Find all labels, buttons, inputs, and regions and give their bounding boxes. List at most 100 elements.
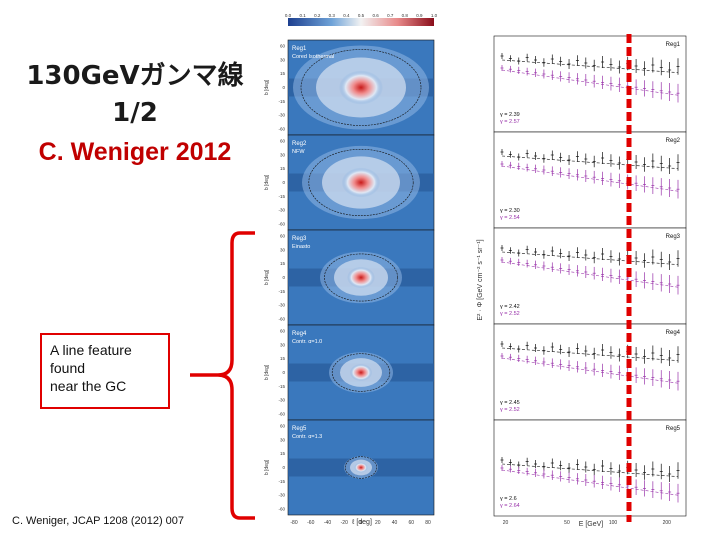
map-y-tick-label: 60: [280, 44, 286, 49]
spectrum-gamma-label: γ = 2.45: [500, 400, 520, 406]
map-y-tick-label: 30: [280, 152, 286, 157]
callout-line: found: [50, 360, 86, 376]
map-x-tick-label: -40: [324, 520, 331, 526]
map-y-tick-label: 15: [280, 71, 286, 76]
map-y-tick-label: -30: [278, 303, 285, 308]
map-y-tick-label: -30: [278, 493, 285, 498]
sky-map-panel: Reg4 Contr. α=1.0 60 30 15 0 -15 -30 -60 b [deg]: [264, 324, 435, 421]
line-130gev-marker: [626, 34, 632, 522]
sky-map-panel: Reg1 Cored Isothermal 60 30 15 0 -15 -30 -60 b [d…: [264, 39, 435, 136]
map-y-tick-label: -15: [278, 194, 285, 199]
map-y-tick-label: -30: [278, 208, 285, 213]
callout-line: near the GC: [50, 378, 127, 394]
map-x-tick-label: 80: [425, 520, 431, 526]
spectrum-region-label: Reg2: [666, 138, 681, 144]
colorbar-tick-label: 0.6: [372, 14, 379, 18]
colorbar-tick-label: 0.0: [285, 14, 292, 18]
sky-map-panel: Reg5 Contr. α=1.3 60 30 15 0 -15 -30 -60 b [deg]: [264, 419, 435, 516]
spectrum-gamma-label: γ = 2.64: [500, 503, 520, 509]
map-x-tick-label: -20: [341, 520, 348, 526]
map-x-axis-label: ℓ [deg]: [351, 519, 372, 526]
spectrum-x-tick-label: 200: [663, 520, 672, 526]
map-y-tick-label: -60: [278, 412, 285, 417]
spectrum-gamma-label: γ = 2.52: [500, 407, 520, 413]
spectrum-panel: Reg1 γ = 2.39γ = 2.57: [493, 35, 687, 133]
slide-title-line2: 1/2: [112, 98, 158, 128]
map-profile-label: Contr. α=1.0: [292, 339, 322, 345]
spectrum-region-label: Reg4: [666, 330, 681, 336]
map-region-label: Reg3: [292, 236, 307, 242]
colorbar-tick-label: 0.2: [314, 14, 321, 18]
spectrum-gamma-label: γ = 2.52: [500, 311, 520, 317]
slide-subtitle: C. Weniger 2012: [38, 138, 232, 166]
map-y-axis-label: b [deg]: [264, 79, 270, 95]
map-y-tick-label: 15: [280, 451, 286, 456]
map-y-tick-label: 0: [282, 180, 285, 185]
spectrum-x-tick-label: 20: [503, 520, 509, 526]
map-y-tick-label: 30: [280, 247, 286, 252]
map-y-axis-label: b [deg]: [264, 269, 270, 285]
map-y-tick-label: -60: [278, 222, 285, 227]
colorbar-tick-label: 0.8: [402, 14, 409, 18]
spectrum-gamma-label: γ = 2.42: [500, 304, 520, 310]
map-profile-label: NFW: [292, 149, 305, 155]
spectrum-region-label: Reg1: [666, 42, 681, 48]
spectra-y-axis-label: E² · Φ [GeV cm⁻² s⁻¹ sr⁻¹]: [477, 239, 484, 320]
spectrum-gamma-label: γ = 2.30: [500, 208, 520, 214]
map-y-tick-label: 30: [280, 437, 286, 442]
spectrum-panel: Reg5 γ = 2.6γ = 2.64: [493, 419, 687, 517]
map-y-tick-label: -60: [278, 507, 285, 512]
spectrum-gamma-label: γ = 2.57: [500, 119, 520, 125]
colorbar-tick-label: 0.3: [329, 14, 336, 18]
spectrum-region-label: Reg3: [666, 234, 681, 240]
map-y-tick-label: 60: [280, 234, 286, 239]
colorbar: [288, 18, 434, 26]
colorbar-tick-label: 1.0: [431, 14, 438, 18]
callout-box: A line feature found near the GC: [40, 333, 170, 409]
map-y-tick-label: -15: [278, 99, 285, 104]
map-y-tick-label: 60: [280, 329, 286, 334]
spectrum-panel: Reg2 γ = 2.30γ = 2.54: [493, 131, 687, 229]
map-y-tick-label: 15: [280, 261, 286, 266]
callout-line: A line feature: [50, 342, 132, 358]
spectrum-x-tick-label: 50: [564, 520, 570, 526]
map-y-tick-label: -15: [278, 384, 285, 389]
colorbar-tick-label: 0.9: [416, 14, 423, 18]
sky-map-panel: Reg3 Einasto 60 30 15 0 -15 -30 -60 b [deg]: [264, 229, 435, 326]
map-y-tick-label: 0: [282, 465, 285, 470]
sky-maps-figure: 0.0 0.1 0.2 0.3 0.4 0.5 0.6 0.7 0.8 0.9 1.0 Reg1 Co…: [264, 14, 438, 526]
spectrum-x-tick-label: 100: [609, 520, 618, 526]
map-y-tick-label: 15: [280, 166, 286, 171]
sky-map-panel: Reg2 NFW 60 30 15 0 -15 -30 -60 b [deg]: [264, 134, 435, 231]
map-y-tick-label: -60: [278, 127, 285, 132]
map-region-label: Reg2: [292, 141, 307, 147]
map-y-tick-label: -30: [278, 113, 285, 118]
map-y-tick-label: 0: [282, 275, 285, 280]
spectra-x-axis-label: E [GeV]: [579, 521, 604, 528]
map-y-tick-label: 0: [282, 85, 285, 90]
colorbar-tick-label: 0.1: [299, 14, 306, 18]
map-y-tick-label: 30: [280, 342, 286, 347]
map-region-label: Reg5: [292, 426, 307, 432]
map-profile-label: Einasto: [292, 244, 310, 250]
curly-bracket: [190, 231, 255, 520]
colorbar-tick-label: 0.5: [358, 14, 365, 18]
map-y-tick-label: 30: [280, 57, 286, 62]
citation: C. Weniger, JCAP 1208 (2012) 007: [12, 515, 185, 527]
map-y-axis-label: b [deg]: [264, 174, 270, 190]
map-profile-label: Contr. α=1.3: [292, 434, 322, 440]
map-x-tick-label: -80: [290, 520, 297, 526]
map-y-tick-label: 60: [280, 424, 286, 429]
map-y-tick-label: 0: [282, 370, 285, 375]
map-y-axis-label: b [deg]: [264, 459, 270, 475]
map-region-label: Reg4: [292, 331, 307, 337]
map-x-tick-label: -60: [307, 520, 314, 526]
spectrum-panel: Reg3 γ = 2.42γ = 2.52: [493, 227, 687, 325]
map-y-tick-label: 60: [280, 139, 286, 144]
colorbar-tick-label: 0.4: [343, 14, 350, 18]
map-y-tick-label: -15: [278, 479, 285, 484]
map-y-tick-label: 15: [280, 356, 286, 361]
spectrum-region-label: Reg5: [666, 426, 681, 432]
map-x-tick-label: 20: [375, 520, 381, 526]
